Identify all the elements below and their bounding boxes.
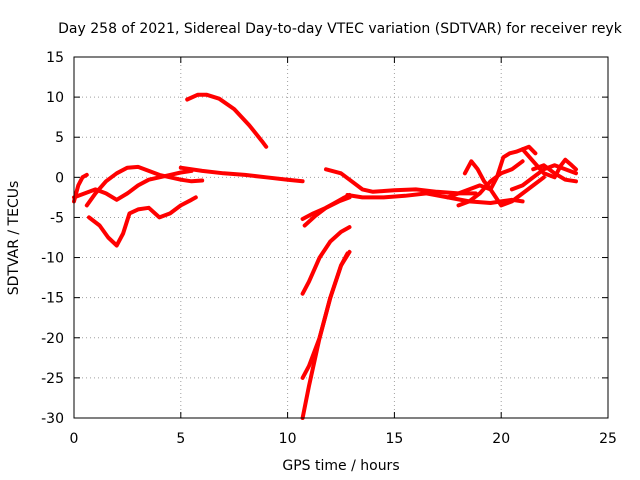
series-line-segment-8: [302, 193, 352, 228]
x-tick-label: 25: [599, 431, 617, 447]
grid: [74, 57, 608, 418]
x-tick-label: 10: [279, 431, 297, 447]
plot-frame: [73, 56, 609, 419]
series-line-segment-2: [72, 168, 194, 202]
series-line-segment-4: [178, 165, 305, 184]
y-tick-label: -5: [50, 210, 64, 226]
y-axis-label: SDTVAR / TECUs: [6, 181, 22, 296]
y-tick-label: -30: [41, 411, 64, 427]
y-tick-label: 15: [46, 50, 64, 66]
y-tick-label: -15: [41, 291, 64, 307]
y-tick-label: -10: [41, 251, 64, 267]
series-line-segment-9: [300, 225, 352, 296]
series-line-segment-3: [84, 164, 205, 208]
series-line-segment-6: [185, 92, 269, 149]
series-line-segment-14: [445, 175, 546, 208]
series-line-segment-11: [300, 249, 352, 380]
data-series: [72, 92, 578, 420]
x-axis-label: GPS time / hours: [282, 458, 399, 474]
axis-ticks: 0 5 10 15 20 25 -30 -25 -20 -15 -10 -5 0 5 10 15: [41, 50, 617, 447]
chart-title: Day 258 of 2021, Sidereal Day-to-day VTE…: [58, 21, 623, 37]
y-tick-label: 0: [55, 170, 64, 186]
y-tick-label: -20: [41, 331, 64, 347]
x-tick-label: 5: [176, 431, 185, 447]
series-line-segment-17: [520, 147, 578, 180]
series-line-segment-18: [531, 163, 578, 184]
x-tick-label: 15: [385, 431, 403, 447]
y-tick-label: -25: [41, 371, 64, 387]
series-line-segment-19: [509, 163, 578, 192]
y-tick-label: 10: [46, 90, 64, 106]
series-line-segment-5: [87, 195, 198, 248]
x-tick-label: 0: [70, 431, 79, 447]
series-line-segment-12: [324, 167, 478, 196]
x-tick-label: 20: [492, 431, 510, 447]
y-tick-label: 5: [55, 130, 64, 146]
series-line-segment-16: [456, 159, 525, 208]
